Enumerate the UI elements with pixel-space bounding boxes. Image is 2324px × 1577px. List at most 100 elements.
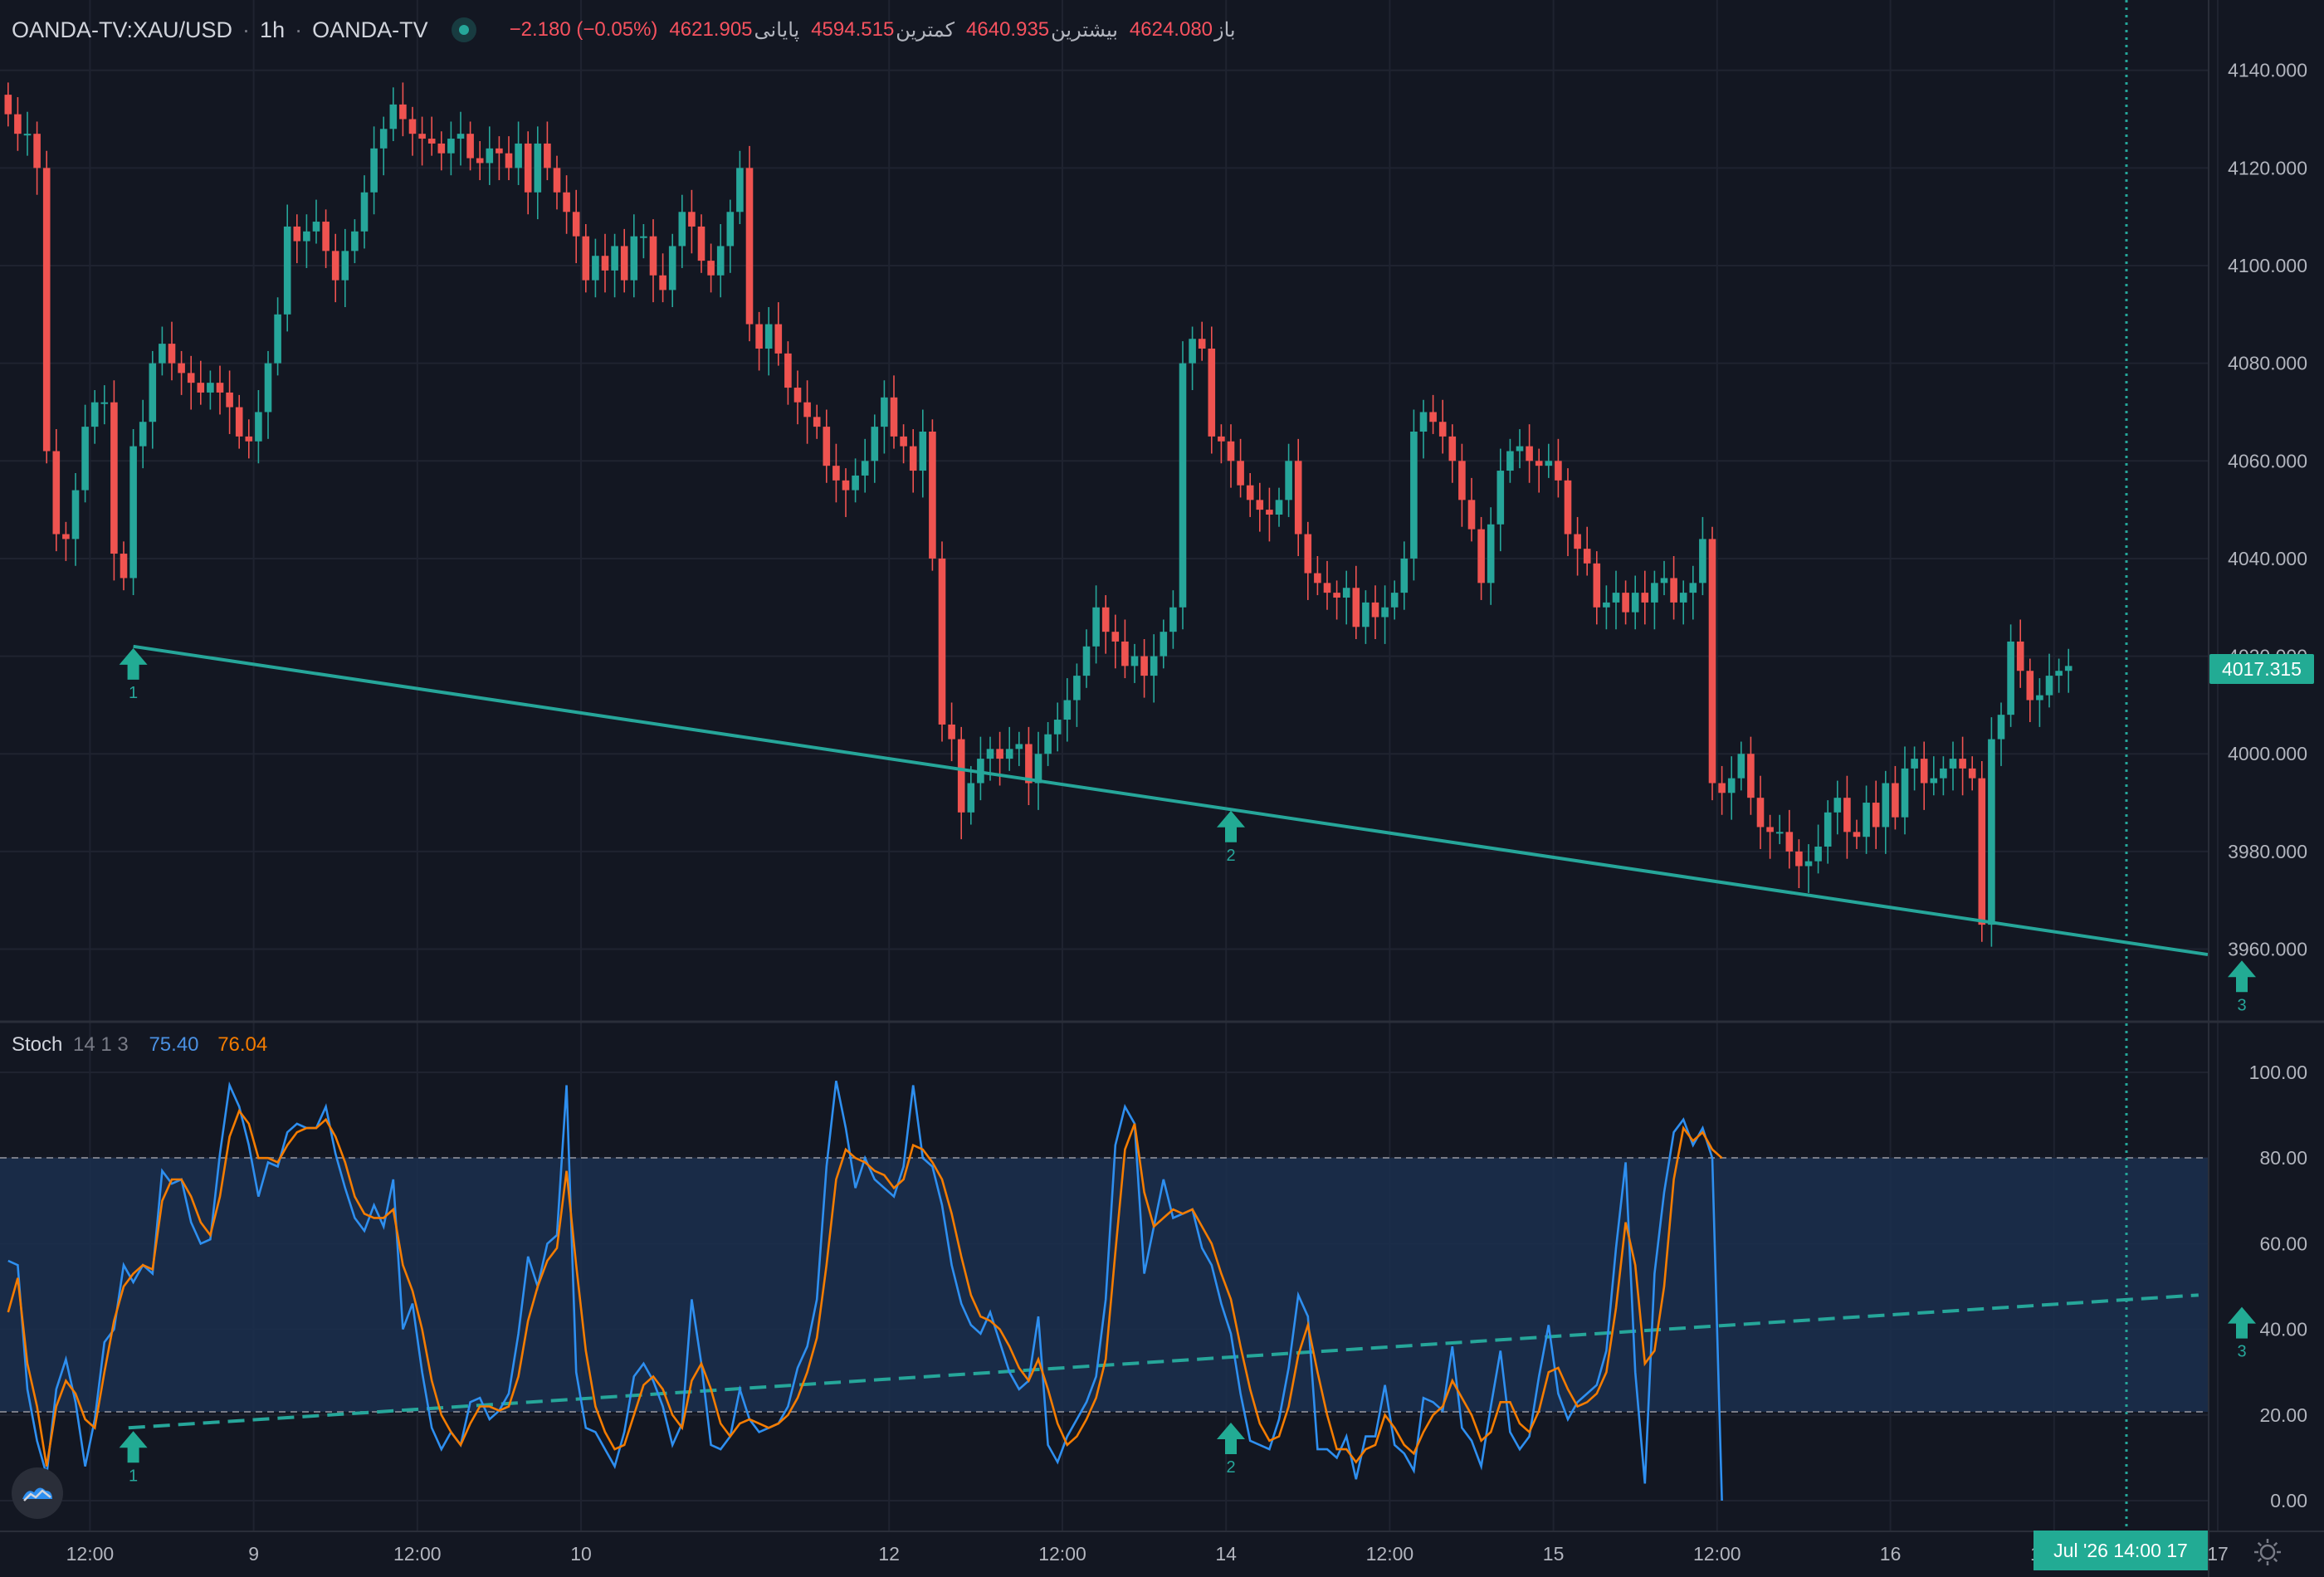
- candle-body: [1150, 656, 1158, 676]
- market-status-icon: [451, 17, 476, 42]
- candle-body: [120, 554, 128, 579]
- candle-body: [1747, 754, 1755, 798]
- candle-body: [1843, 798, 1851, 832]
- candle-body: [1487, 524, 1495, 583]
- candle-body: [245, 436, 253, 442]
- ohlc-values: باز 4624.080 بیشترین 4640.935 کمترین 459…: [498, 18, 1236, 42]
- high-value: 4640.935: [966, 17, 1050, 41]
- candle-body: [1015, 744, 1023, 749]
- candle-body: [197, 383, 205, 393]
- candle-body: [1574, 534, 1581, 549]
- candle-body: [360, 192, 369, 232]
- stoch-tick-label: 20.00: [2259, 1404, 2307, 1426]
- time-tick-label: 16: [1880, 1543, 1902, 1565]
- candle-body: [1920, 759, 1928, 784]
- stoch-axis[interactable]: 100.00 80.00 60.00 40.00 20.00 0.00: [2249, 1062, 2307, 1511]
- interval-label[interactable]: 1h: [260, 17, 286, 42]
- candle-body: [515, 143, 522, 168]
- price-tick-label: 4100.000: [2228, 255, 2307, 276]
- high-label: بیشترین: [1051, 18, 1118, 42]
- candle-body: [129, 446, 137, 579]
- candle-body: [1285, 461, 1292, 500]
- candle-body: [553, 168, 561, 193]
- candle-body: [726, 212, 735, 247]
- stoch-divergence-trendline[interactable]: [128, 1293, 2199, 1430]
- candle-body: [1804, 861, 1813, 867]
- candle-body: [2045, 676, 2053, 696]
- candle-body: [1603, 602, 1610, 608]
- candle-body: [226, 392, 233, 408]
- separator-dot: ·: [295, 17, 303, 42]
- candle-body: [1390, 593, 1399, 608]
- candle-body: [149, 363, 157, 422]
- price-tick-label: 3960.000: [2228, 939, 2307, 960]
- candle-body: [1785, 832, 1794, 852]
- candle-body: [1660, 578, 1668, 583]
- tradingview-logo-icon[interactable]: [12, 1467, 63, 1519]
- time-axis[interactable]: 12:00912:00101212:001412:001512:001612:0…: [66, 1543, 2229, 1565]
- candle-body: [823, 427, 831, 466]
- stoch-legend[interactable]: Stoch 14 1 3 75.40 76.04: [12, 1033, 267, 1057]
- candle-body: [1179, 363, 1187, 608]
- candle-body: [871, 427, 879, 461]
- candle-body: [881, 397, 888, 427]
- candle-body: [1949, 759, 1957, 769]
- candle-body: [71, 490, 80, 540]
- time-tick-label: 12:00: [393, 1543, 442, 1565]
- candle-body: [1034, 754, 1042, 784]
- candle-body: [1727, 778, 1736, 793]
- candle-body: [1429, 412, 1437, 422]
- candle-body: [1333, 593, 1340, 598]
- candle-body: [1526, 446, 1533, 461]
- candle-body: [1766, 827, 1774, 832]
- candle-body: [1314, 573, 1321, 583]
- candle-body: [1901, 768, 1909, 818]
- price-axis[interactable]: 4140.000 4120.000 4100.000 4080.000 4060.000…: [2228, 60, 2307, 960]
- candle-body: [1198, 339, 1206, 349]
- time-tick-label: 12:00: [1693, 1543, 1741, 1565]
- candle-body: [1266, 510, 1273, 515]
- candle-body: [2064, 666, 2073, 671]
- separator-dot: ·: [242, 17, 251, 42]
- candle-body: [649, 236, 657, 276]
- candle-body: [1968, 768, 1976, 779]
- candle-body: [1477, 529, 1485, 583]
- candle-body: [1189, 339, 1196, 364]
- candle-body: [1593, 563, 1601, 608]
- arrow-marker-label: 1: [129, 684, 138, 702]
- candle-body: [1275, 500, 1283, 515]
- candle-body: [688, 212, 696, 227]
- candle-body: [1053, 720, 1062, 735]
- candle-body: [592, 256, 599, 281]
- candle-body: [168, 344, 176, 364]
- candle-body: [2036, 695, 2043, 701]
- candle-body: [1208, 349, 1216, 437]
- candle-body: [81, 427, 89, 491]
- candle-body: [1130, 656, 1139, 666]
- candle-body: [274, 314, 281, 364]
- candle-body: [842, 480, 850, 491]
- symbol-name[interactable]: OANDA-TV:XAU/USD: [12, 17, 233, 42]
- candle-body: [1227, 441, 1235, 461]
- candle-body: [1863, 803, 1870, 837]
- up-arrow-icon: [1217, 810, 1245, 842]
- candle-body: [716, 246, 725, 276]
- candle-body: [1824, 812, 1832, 847]
- time-tick-label: 9: [248, 1543, 259, 1565]
- candle-body: [832, 466, 840, 481]
- candle-body: [1410, 432, 1418, 559]
- candle-body: [322, 222, 330, 251]
- settings-icon[interactable]: [2251, 1536, 2284, 1569]
- arrow-marker-label: 2: [1226, 847, 1235, 865]
- candle-body: [293, 226, 301, 242]
- candle-body: [1978, 778, 1986, 925]
- candle-body: [1583, 549, 1591, 564]
- candle-body: [418, 134, 426, 139]
- candle-body: [1005, 749, 1013, 759]
- candle-body: [611, 246, 618, 271]
- support-trendline[interactable]: [133, 644, 2209, 957]
- stoch-k-value: 75.40: [149, 1033, 199, 1056]
- candle-body: [23, 134, 32, 136]
- candle-body: [813, 417, 821, 427]
